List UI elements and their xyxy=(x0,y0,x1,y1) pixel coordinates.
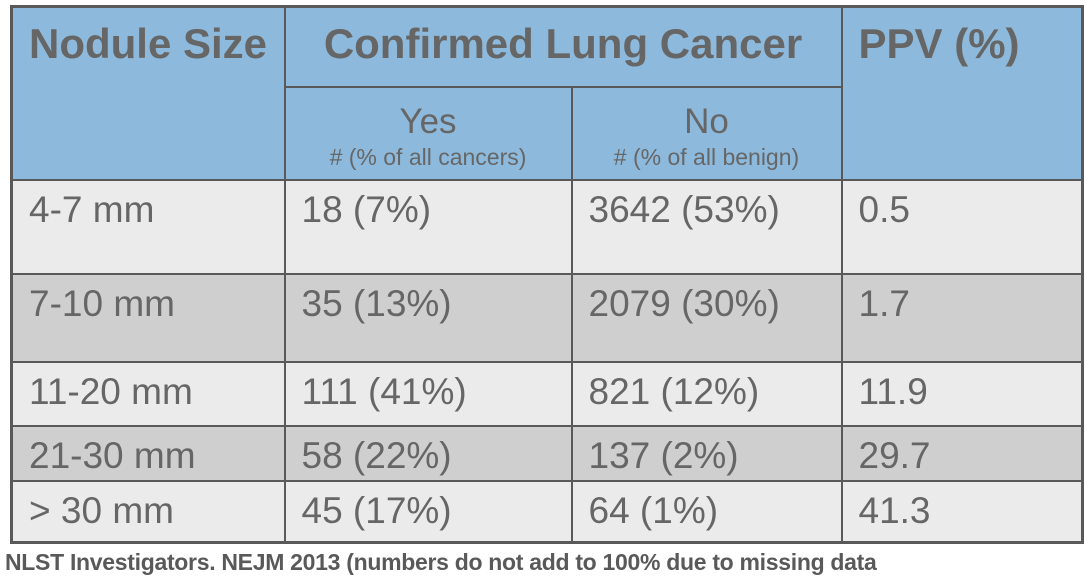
cell-cancer-no: 821 (12%) xyxy=(570,360,843,427)
cell-cancer-no: 64 (1%) xyxy=(570,479,843,544)
header-no-note: # (% of all benign) xyxy=(613,143,800,170)
header-no: No # (% of all benign) xyxy=(570,85,843,181)
nodule-size-table: Nodule Size Confirmed Lung Cancer PPV (%… xyxy=(10,5,1084,544)
cell-cancer-yes: 45 (17%) xyxy=(283,479,573,544)
header-no-label: No xyxy=(684,101,729,141)
slide-table-page: Nodule Size Confirmed Lung Cancer PPV (%… xyxy=(5,5,1084,575)
table-header: Nodule Size Confirmed Lung Cancer PPV (%… xyxy=(10,5,1084,181)
cell-cancer-no: 2079 (30%) xyxy=(570,272,843,363)
cell-nodule-size: 11-20 mm xyxy=(10,360,286,427)
cell-nodule-size: 21-30 mm xyxy=(10,424,286,482)
header-nodule-size: Nodule Size xyxy=(10,5,286,181)
table-body: 4-7 mm 18 (7%) 3642 (53%) 0.5 7-10 mm 35… xyxy=(10,178,1084,544)
cell-cancer-yes: 58 (22%) xyxy=(283,424,573,482)
header-yes-label: Yes xyxy=(399,101,457,141)
table-row: 7-10 mm 35 (13%) 2079 (30%) 1.7 xyxy=(10,272,1084,363)
source-citation: NLST Investigators. NEJM 2013 (numbers d… xyxy=(5,549,877,575)
cell-cancer-yes: 111 (41%) xyxy=(283,360,573,427)
table-row: 4-7 mm 18 (7%) 3642 (53%) 0.5 xyxy=(10,178,1084,275)
header-yes: Yes # (% of all cancers) xyxy=(283,85,573,181)
cell-ppv: 11.9 xyxy=(840,360,1084,427)
cell-nodule-size: 7-10 mm xyxy=(10,272,286,363)
cell-ppv: 1.7 xyxy=(840,272,1084,363)
table-row: > 30 mm 45 (17%) 64 (1%) 41.3 xyxy=(10,479,1084,544)
cell-ppv: 29.7 xyxy=(840,424,1084,482)
cell-cancer-no: 137 (2%) xyxy=(570,424,843,482)
cell-ppv: 0.5 xyxy=(840,178,1084,275)
table-row: 11-20 mm 111 (41%) 821 (12%) 11.9 xyxy=(10,360,1084,427)
cell-nodule-size: > 30 mm xyxy=(10,479,286,544)
header-confirmed-lung-cancer: Confirmed Lung Cancer xyxy=(283,5,843,88)
cell-ppv: 41.3 xyxy=(840,479,1084,544)
cell-nodule-size: 4-7 mm xyxy=(10,178,286,275)
header-ppv: PPV (%) xyxy=(840,5,1084,181)
table-row: 21-30 mm 58 (22%) 137 (2%) 29.7 xyxy=(10,424,1084,482)
cell-cancer-no: 3642 (53%) xyxy=(570,178,843,275)
cell-cancer-yes: 18 (7%) xyxy=(283,178,573,275)
header-yes-note: # (% of all cancers) xyxy=(329,143,527,170)
cell-cancer-yes: 35 (13%) xyxy=(283,272,573,363)
